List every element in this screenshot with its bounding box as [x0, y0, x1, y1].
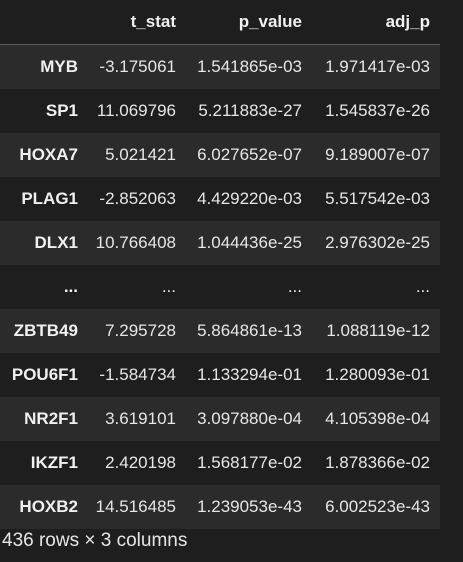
row-index: SP1 — [45, 100, 78, 120]
column-header-t-stat: t_stat — [88, 0, 186, 45]
cell-p-value: 5.211883e-27 — [198, 100, 302, 120]
cell-adj-p: 1.878366e-02 — [325, 452, 430, 472]
dataframe-shape-label: 436 rows × 3 columns — [2, 530, 188, 551]
table-row: SP1 11.069796 5.211883e-27 1.545837e-26 — [0, 88, 440, 133]
row-index: IKZF1 — [30, 452, 78, 472]
cell-adj-p: 5.517542e-03 — [325, 188, 430, 208]
table-header: t_stat p_value adj_p — [0, 0, 440, 45]
column-header-adj-p: adj_p — [312, 0, 440, 45]
row-index: PLAG1 — [21, 188, 78, 208]
cell-adj-p: 1.971417e-03 — [325, 56, 430, 76]
table-row: POU6F1 -1.584734 1.133294e-01 1.280093e-… — [0, 352, 440, 397]
cell-p-value: 4.429220e-03 — [197, 188, 302, 208]
cell-t-stat: -2.852063 — [99, 188, 176, 208]
row-index: POU6F1 — [11, 364, 78, 384]
index-header — [0, 0, 88, 45]
table-row: DLX1 10.766408 1.044436e-25 2.976302e-25 — [0, 220, 440, 265]
cell-adj-p: 9.189007e-07 — [325, 144, 430, 164]
row-index: ... — [63, 276, 78, 296]
column-header-p-value: p_value — [186, 0, 312, 45]
cell-t-stat: -1.584734 — [99, 364, 176, 384]
row-index: MYB — [40, 56, 78, 76]
cell-t-stat: 7.295728 — [105, 320, 176, 340]
cell-p-value: ... — [287, 276, 302, 296]
cell-adj-p: 2.976302e-25 — [325, 232, 430, 252]
row-index: NR2F1 — [24, 408, 78, 428]
table-row: HOXA7 5.021421 6.027652e-07 9.189007e-07 — [0, 132, 440, 177]
cell-adj-p: 4.105398e-04 — [325, 408, 430, 428]
ellipsis-row: ... ... ... ... — [0, 264, 440, 309]
cell-p-value: 1.133294e-01 — [197, 364, 302, 384]
cell-p-value: 5.864861e-13 — [197, 320, 302, 340]
cell-t-stat: 14.516485 — [95, 496, 176, 516]
cell-t-stat: ... — [161, 276, 176, 296]
table-row: PLAG1 -2.852063 4.429220e-03 5.517542e-0… — [0, 176, 440, 221]
table-row: NR2F1 3.619101 3.097880e-04 4.105398e-04 — [0, 396, 440, 441]
cell-adj-p: 1.280093e-01 — [325, 364, 430, 384]
row-index: HOXA7 — [19, 144, 78, 164]
cell-adj-p: 1.545837e-26 — [325, 100, 430, 120]
table-row: ZBTB49 7.295728 5.864861e-13 1.088119e-1… — [0, 308, 440, 353]
row-index: ZBTB49 — [13, 320, 78, 340]
cell-adj-p: 6.002523e-43 — [325, 496, 430, 516]
cell-t-stat: 11.069796 — [96, 100, 176, 120]
table-body: MYB -3.175061 1.541865e-03 1.971417e-03 … — [0, 44, 440, 529]
cell-p-value: 1.239053e-43 — [197, 496, 302, 516]
table-row: HOXB2 14.516485 1.239053e-43 6.002523e-4… — [0, 484, 440, 529]
cell-p-value: 3.097880e-04 — [197, 408, 302, 428]
table-row: IKZF1 2.420198 1.568177e-02 1.878366e-02 — [0, 440, 440, 485]
cell-t-stat: 10.766408 — [95, 232, 176, 252]
row-index: HOXB2 — [19, 496, 78, 516]
row-index: DLX1 — [34, 232, 78, 252]
cell-p-value: 1.044436e-25 — [197, 232, 302, 252]
header-row: t_stat p_value adj_p — [0, 0, 440, 45]
cell-p-value: 1.568177e-02 — [197, 452, 302, 472]
cell-t-stat: 2.420198 — [105, 452, 176, 472]
cell-t-stat: -3.175061 — [99, 56, 176, 76]
cell-p-value: 1.541865e-03 — [197, 56, 302, 76]
dataframe-table: t_stat p_value adj_p MYB -3.175061 1.541… — [0, 0, 440, 529]
cell-adj-p: ... — [415, 276, 430, 296]
cell-t-stat: 5.021421 — [105, 144, 176, 164]
cell-p-value: 6.027652e-07 — [197, 144, 302, 164]
cell-t-stat: 3.619101 — [105, 408, 176, 428]
table-row: MYB -3.175061 1.541865e-03 1.971417e-03 — [0, 44, 440, 89]
cell-adj-p: 1.088119e-12 — [326, 320, 430, 340]
